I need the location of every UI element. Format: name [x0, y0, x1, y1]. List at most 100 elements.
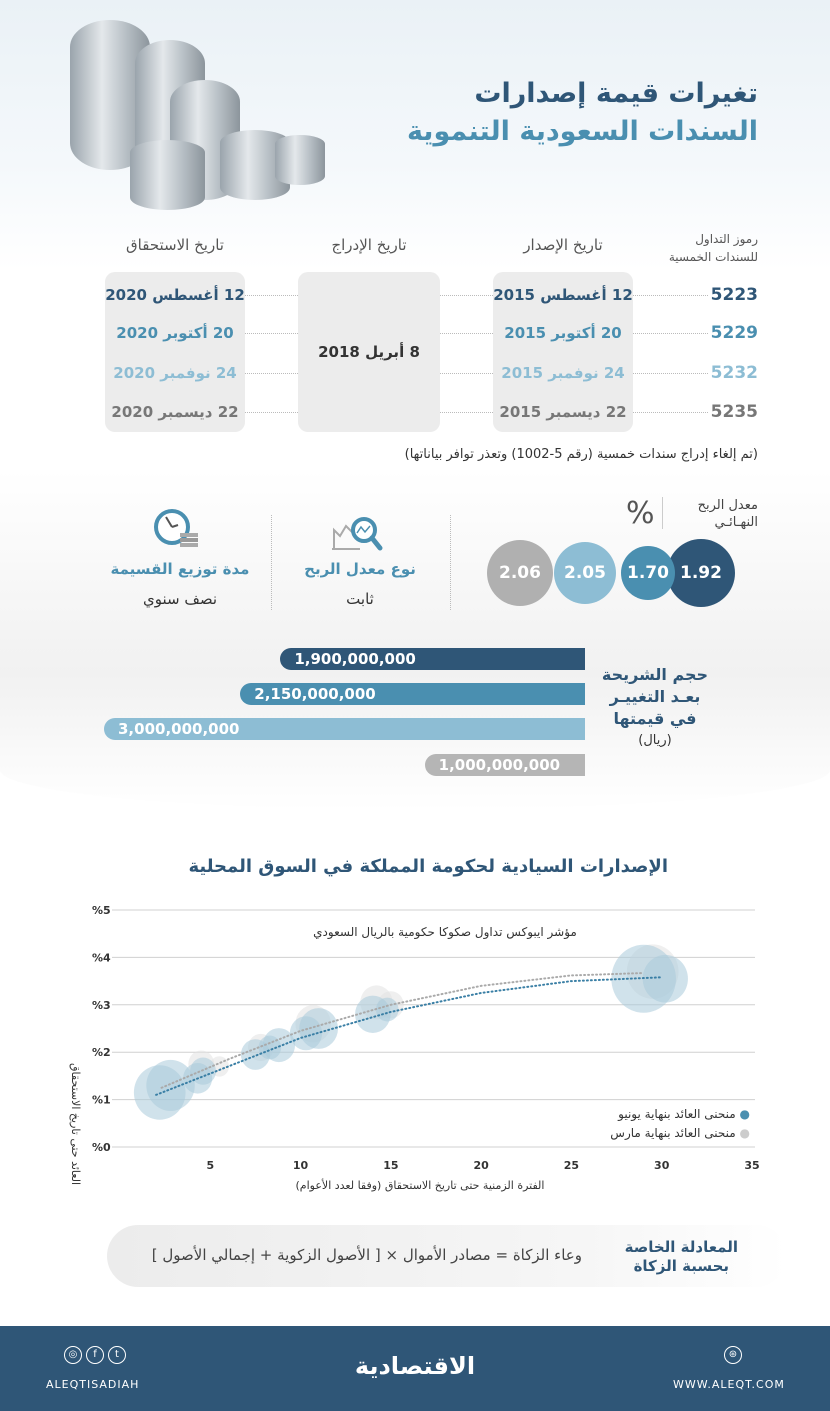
bubble-june [146, 1059, 195, 1111]
dotted-connector [633, 295, 708, 296]
dotted-connector [633, 333, 708, 334]
facebook-icon[interactable]: f [86, 1345, 104, 1364]
logo: الاقتصادية [354, 1352, 476, 1380]
dotted-connector [440, 333, 493, 334]
website-link[interactable]: WWW.ALEQT.COM [673, 1378, 785, 1391]
chart-title: الإصدارات السيادية لحكومة المملكة في الس… [188, 856, 668, 877]
rate-circle: 2.06 [487, 540, 553, 606]
x-tick-label: 10 [293, 1159, 309, 1172]
dotted-connector [440, 373, 493, 374]
listing-box [298, 272, 440, 432]
dotted-connector [245, 295, 298, 296]
zakat-box [107, 1225, 787, 1287]
chart-magnifier-icon [330, 512, 384, 554]
maturity-date: 22 ديسمبر 2020 [111, 403, 239, 421]
chart-subtitle: مؤشر ايبوكس تداول صكوكا حكومية بالريال ا… [313, 925, 577, 939]
y-tick-label: %0 [92, 1141, 111, 1154]
maturity-header: تاريخ الاستحقاق [126, 236, 224, 254]
x-tick-label: 15 [383, 1159, 398, 1172]
tranche-label: حجم الشريحة بعـد التغييـر في قيمتها (ريا… [600, 664, 710, 752]
bond-code: 5232 [710, 363, 758, 383]
x-axis-label: الفترة الزمنية حتى تاريخ الاستحقاق (وفقا… [295, 1179, 545, 1192]
rate-circle: 2.05 [554, 542, 616, 604]
divider [450, 515, 451, 610]
tranche-bar: 1,000,000,000 [424, 754, 585, 776]
codes-header: رموز التداول للسندات الخمسية [669, 230, 758, 266]
legend-item-june: ● منحنى العائد بنهاية يونيو [610, 1105, 750, 1124]
legend-dot-icon: ● [739, 1107, 750, 1121]
maturity-date: 20 أكتوبر 2020 [116, 324, 234, 342]
title-line1: تغيرات قيمة إصدارات [474, 78, 758, 109]
tranche-label-line2: بعـد التغييـر [609, 687, 701, 706]
rate-label-line1: معدل الربح [697, 498, 758, 513]
x-tick-label: 25 [564, 1159, 579, 1172]
y-axis-label: العائد حتى تاريخ الاستحقاق [69, 1063, 82, 1185]
legend: ● منحنى العائد بنهاية يونيو ● منحنى العا… [610, 1105, 750, 1143]
issue-date: 12 أغسطس 2015 [493, 286, 633, 304]
maturity-box [105, 272, 245, 432]
profit-type-label: نوع معدل الربح [304, 560, 416, 578]
dotted-connector [440, 295, 493, 296]
rate-label-line2: النهـائـي [714, 515, 758, 530]
tranche-bar: 3,000,000,000 [104, 718, 585, 740]
zakat-formula: وعاء الزكاة = مصادر الأموال × [ الأصول ا… [151, 1246, 582, 1264]
coins-image [60, 0, 325, 230]
trend-line-march [160, 972, 645, 1089]
trend-line-june [155, 976, 663, 1096]
rate-circle: 1.70 [621, 546, 675, 600]
codes-header-line2: للسندات الخمسية [668, 250, 758, 264]
details-background [0, 470, 830, 810]
social-icons: ◎ f t [62, 1342, 128, 1364]
distribution-value: نصف سنوي [142, 590, 218, 608]
rate-circle: 1.92 [667, 539, 735, 607]
tranche-bar: 1,900,000,000 [280, 648, 585, 670]
y-tick-label: %5 [92, 904, 111, 917]
maturity-date: 12 أغسطس 2020 [105, 286, 245, 304]
bubble-chart: %0 %1 %2 %3 %4 %5 5 10 15 20 25 30 35 [92, 904, 760, 1172]
legend-item-march: ● منحنى العائد بنهاية مارس [610, 1124, 750, 1143]
bond-code: 5229 [710, 323, 758, 343]
distribution-label: مدة توزيع القسيمة [110, 560, 250, 578]
profit-type-value: ثابت [346, 590, 374, 608]
percent-sign: % [626, 496, 655, 531]
codes-header-line1: رموز التداول [695, 232, 758, 246]
website-icon: ⊛ [722, 1342, 744, 1364]
issue-box [493, 272, 633, 432]
x-tick-label: 5 [206, 1159, 214, 1172]
bond-code: 5235 [710, 402, 758, 422]
y-tick-label: %4 [92, 951, 111, 964]
dotted-connector [633, 373, 708, 374]
x-tick-label: 30 [654, 1159, 670, 1172]
dotted-connector [245, 373, 298, 374]
rate-label: معدل الربح النهـائـي [698, 497, 758, 531]
bubble-june [375, 997, 399, 1022]
tranche-bar: 2,150,000,000 [240, 683, 585, 705]
issue-header: تاريخ الإصدار [523, 236, 603, 254]
listing-header: تاريخ الإدراج [331, 236, 407, 254]
maturity-date: 24 نوفمبر 2020 [113, 364, 237, 382]
x-tick-label: 20 [473, 1159, 489, 1172]
social-handle[interactable]: ALEQTISADIAH [46, 1378, 140, 1391]
tranche-unit: (ريال) [638, 733, 672, 748]
y-tick-label: %1 [92, 1094, 111, 1107]
twitter-icon[interactable]: t [108, 1345, 126, 1364]
zakat-label-line2: بحسبة الزكاة [633, 1257, 730, 1275]
table-note: (تم إلغاء إدراج سندات خمسية (رقم 5-1002)… [404, 447, 758, 462]
x-tick-label: 35 [744, 1159, 759, 1172]
divider [271, 515, 272, 610]
footer: ◎ f t ALEQTISADIAH الاقتصادية ⊛ WWW.ALEQT.… [0, 1326, 830, 1411]
y-tick-label: %2 [92, 1046, 111, 1059]
zakat-label: المعادلة الخاصة بحسبة الزكاة [625, 1238, 738, 1276]
issue-date: 24 نوفمبر 2015 [501, 364, 625, 382]
listing-date: 8 أبريل 2018 [318, 343, 420, 361]
bubble-june [299, 1008, 339, 1049]
issue-date: 22 ديسمبر 2015 [499, 403, 627, 421]
issue-date: 20 أكتوبر 2015 [504, 324, 622, 342]
tranche-label-line1: حجم الشريحة [601, 665, 709, 684]
legend-label: منحنى العائد بنهاية مارس [610, 1126, 736, 1140]
dotted-connector [245, 333, 298, 334]
instagram-icon[interactable]: ◎ [64, 1345, 82, 1364]
title-line2: السندات السعودية التنموية [406, 116, 758, 147]
dotted-connector [633, 412, 708, 413]
divider [662, 497, 663, 529]
